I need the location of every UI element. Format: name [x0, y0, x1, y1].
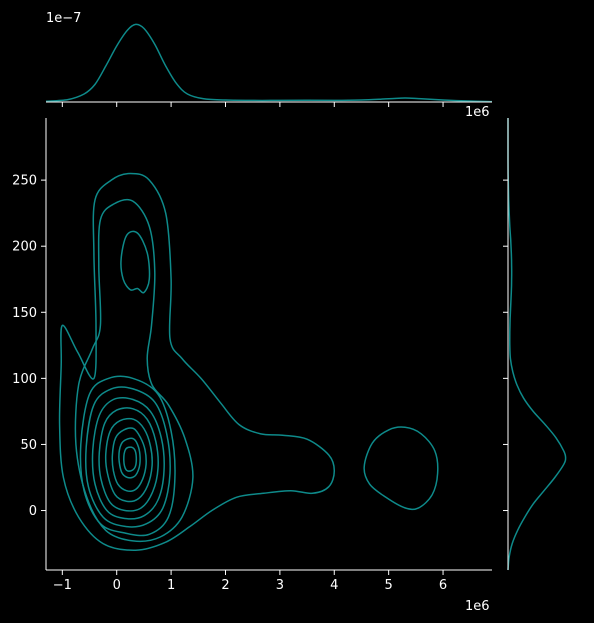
contour-level-11	[123, 446, 138, 472]
contour-level-1	[58, 172, 336, 551]
y-tick-label: 0	[29, 504, 37, 519]
x-top-offset-label: 1e6	[465, 105, 490, 120]
marginal-y-kde	[507, 118, 567, 571]
axes: −1 0 1 2 3 4 5 6 0 50 100 150 200 250	[12, 101, 509, 593]
x-tick-label: 4	[330, 578, 338, 593]
x-tick-label: 3	[276, 578, 284, 593]
marginal-x-offset-label: 1e−7	[46, 11, 81, 26]
marginal-x-kde	[45, 23, 493, 103]
x-tick-label: 6	[439, 578, 447, 593]
contour-level-3	[120, 230, 151, 294]
contour-level-4	[79, 375, 176, 537]
x-tick-label: 5	[385, 578, 393, 593]
contour-level-2	[74, 198, 194, 543]
contour-level-9	[111, 427, 147, 492]
y-tick-label: 200	[12, 240, 37, 255]
x-tick-label: 0	[113, 578, 121, 593]
x-offset-label: 1e6	[465, 599, 490, 614]
y-tick-label: 50	[20, 438, 37, 453]
contour-level-5	[85, 386, 171, 528]
contour-level-7	[98, 407, 159, 512]
contour-level-10	[118, 437, 141, 479]
y-tick-label: 100	[12, 372, 37, 387]
marginal-x-curve	[45, 23, 493, 103]
y-tick-label: 150	[12, 306, 37, 321]
y-tick-label: 250	[12, 174, 37, 189]
marginal-y-curve	[507, 118, 567, 571]
contour-level-12	[363, 426, 439, 511]
joint-contours	[58, 172, 439, 551]
contour-level-6	[91, 397, 165, 520]
x-tick-label: 2	[221, 578, 229, 593]
x-tick-label: −1	[53, 578, 72, 593]
contour-level-8	[104, 417, 153, 503]
x-tick-label: 1	[167, 578, 175, 593]
